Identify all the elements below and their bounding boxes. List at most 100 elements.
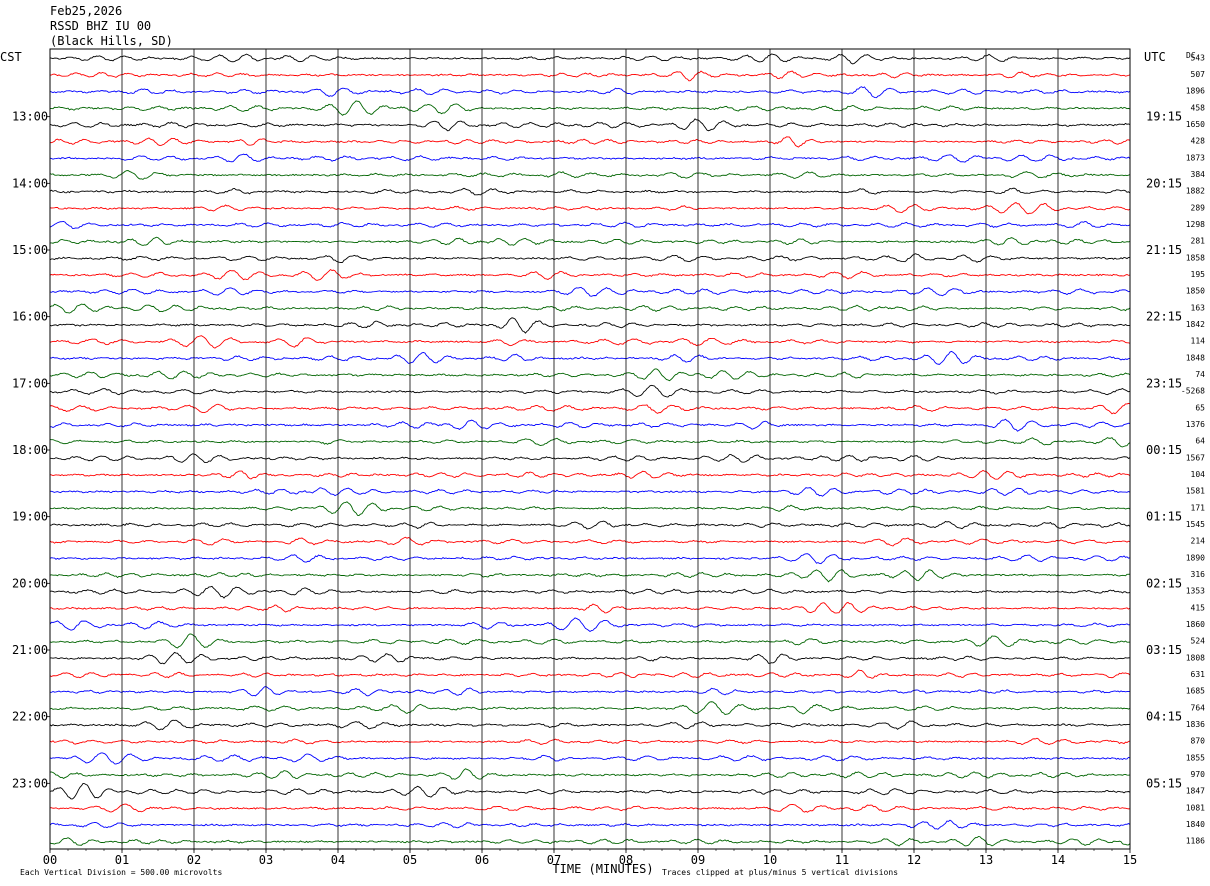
trace-layer (49, 53, 1131, 847)
x-tick-label: 12 (907, 853, 921, 867)
x-tick-label: 03 (259, 853, 273, 867)
dc-label: DC (1186, 51, 1196, 60)
x-tick-label: 01 (115, 853, 129, 867)
trace-row (49, 585, 1131, 599)
clip-note: Traces clipped at plus/minus 5 vertical … (662, 868, 899, 877)
trace-row (49, 601, 1131, 614)
right-hour-label: 04:15 (1146, 710, 1182, 724)
chart-header: Feb25,2026 RSSD BHZ IU 00 (Black Hills, … (50, 4, 173, 49)
dc-offset-label: 281 (1191, 237, 1206, 246)
trace-row (49, 418, 1131, 432)
dc-offset-label: 384 (1191, 170, 1206, 179)
left-hour-label: 23:00 (12, 776, 48, 790)
dc-offset-label: 1873 (1186, 153, 1205, 162)
trace-row (49, 501, 1131, 516)
left-hour-label: 18:00 (12, 443, 48, 457)
x-tick-label: 07 (547, 853, 561, 867)
dc-offset-label: 524 (1191, 637, 1206, 646)
dc-offset-label: 1882 (1186, 187, 1205, 196)
label-layer: 00 01 02 03 04 05 06 07 08 09 10 11 12 13 14 15 CST UTC DC… (0, 50, 1205, 876)
x-tick-label: 15 (1123, 853, 1137, 867)
trace-row (49, 317, 1131, 334)
right-hour-label: 03:15 (1146, 643, 1182, 657)
x-tick-label: 08 (619, 853, 633, 867)
dc-offset-label: 114 (1191, 337, 1206, 346)
trace-row (49, 236, 1131, 246)
dc-offset-label: 631 (1191, 670, 1206, 679)
trace-row (49, 782, 1131, 800)
trace-row (49, 303, 1131, 314)
right-hour-label: 19:15 (1146, 110, 1182, 124)
dc-offset-label: 458 (1191, 103, 1206, 112)
trace-row (49, 70, 1131, 82)
trace-row (49, 187, 1131, 196)
dc-offset-label: 415 (1191, 603, 1206, 612)
right-hour-label: 02:15 (1146, 576, 1182, 590)
trace-row (49, 268, 1131, 281)
dc-offset-label: 1545 (1186, 520, 1205, 529)
trace-row (49, 737, 1131, 746)
x-tick-label: 09 (691, 853, 705, 867)
trace-row (49, 100, 1131, 116)
dc-offset-label: 1855 (1186, 753, 1205, 762)
right-hour-label: 20:15 (1146, 176, 1182, 190)
dc-offset-label: 1567 (1186, 453, 1205, 462)
left-hour-label: 22:00 (12, 710, 48, 724)
dc-offset-label: 764 (1191, 703, 1206, 712)
dc-offset-label: 1685 (1186, 687, 1205, 696)
left-hour-label: 15:00 (12, 243, 48, 257)
x-tick-label: 02 (187, 853, 201, 867)
dc-offset-label: 316 (1191, 570, 1206, 579)
trace-row (49, 202, 1131, 215)
dc-offset-label: 163 (1191, 303, 1206, 312)
dc-offset-label: 1858 (1186, 253, 1205, 262)
trace-row (49, 350, 1131, 365)
trace-row (49, 136, 1131, 148)
dc-offset-label: 970 (1191, 770, 1206, 779)
x-axis-label: TIME (MINUTES) (552, 862, 653, 876)
trace-row (49, 568, 1131, 583)
dc-offset-label: 1353 (1186, 587, 1205, 596)
trace-row (49, 437, 1131, 448)
x-tick-label: 00 (43, 853, 57, 867)
trace-row (49, 768, 1131, 780)
dc-offset-label: 195 (1191, 270, 1206, 279)
x-tick-label: 11 (835, 853, 849, 867)
dc-offset-label: 74 (1195, 370, 1205, 379)
chart-location: (Black Hills, SD) (50, 34, 173, 48)
trace-row (49, 402, 1131, 415)
left-hour-label: 13:00 (12, 110, 48, 124)
trace-row (49, 487, 1131, 497)
dc-offset-label: 1847 (1186, 787, 1205, 796)
dc-offset-label: 507 (1191, 70, 1206, 79)
dc-offset-label: 1850 (1186, 287, 1205, 296)
dc-offset-label: 65 (1195, 403, 1205, 412)
dc-offset-label: 1186 (1186, 837, 1205, 846)
dc-offset-label: 1298 (1186, 220, 1205, 229)
trace-row (49, 553, 1131, 565)
dc-offset-label: 543 (1191, 53, 1206, 62)
trace-row (50, 686, 1131, 697)
left-hour-label: 20:00 (12, 576, 48, 590)
x-tick-label: 06 (475, 853, 489, 867)
dc-offset-label: 214 (1191, 537, 1206, 546)
x-tick-label: 05 (403, 853, 417, 867)
dc-offset-label: 1840 (1186, 820, 1205, 829)
dc-offset-label: 64 (1195, 437, 1205, 446)
trace-row (49, 86, 1131, 99)
trace-row (49, 469, 1131, 480)
dc-offset-label: 1081 (1186, 803, 1205, 812)
right-hour-label: 01:15 (1146, 510, 1182, 524)
x-tick-label: 13 (979, 853, 993, 867)
trace-row (49, 819, 1131, 830)
trace-row (49, 701, 1131, 715)
dc-offset-label: 1376 (1186, 420, 1205, 429)
dc-offset-label: 1848 (1186, 353, 1205, 362)
dc-offset-label: 1842 (1186, 320, 1205, 329)
trace-row (49, 170, 1131, 180)
right-hour-label: 05:15 (1146, 776, 1182, 790)
dc-offset-label: 104 (1191, 470, 1206, 479)
x-tick-label: 04 (331, 853, 345, 867)
x-tick-label: 14 (1051, 853, 1065, 867)
